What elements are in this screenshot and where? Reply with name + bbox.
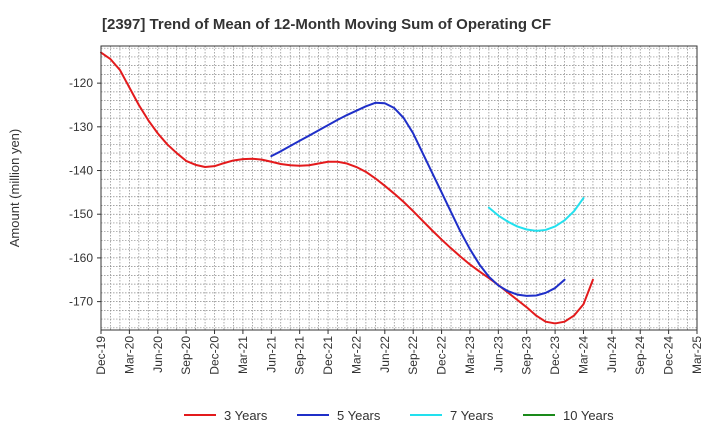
chart-title: [2397] Trend of Mean of 12-Month Moving … bbox=[102, 16, 551, 33]
x-tick-label: Mar-20 bbox=[122, 336, 136, 374]
plot-frame bbox=[100, 45, 698, 331]
legend: 3 Years 5 Years 7 Years 10 Years bbox=[184, 408, 614, 423]
x-tick-label: Sep-21 bbox=[293, 336, 307, 375]
series-line-5-years bbox=[270, 101, 566, 297]
y-tick-label: -160 bbox=[69, 251, 93, 265]
legend-label: 7 Years bbox=[450, 408, 494, 423]
x-tick-label: Mar-25 bbox=[690, 336, 704, 374]
x-tick-label: Jun-24 bbox=[605, 336, 619, 373]
x-tick-label: Dec-23 bbox=[548, 336, 562, 375]
x-tick-label: Mar-21 bbox=[236, 336, 250, 374]
x-tick-label: Mar-24 bbox=[576, 336, 590, 374]
x-tick-label: Dec-20 bbox=[208, 336, 222, 375]
x-tick-label: Jun-20 bbox=[151, 336, 165, 373]
x-tick-label: Dec-19 bbox=[94, 336, 108, 375]
grid bbox=[100, 46, 698, 330]
x-tick-label: Dec-24 bbox=[662, 336, 676, 375]
x-tick-label: Mar-23 bbox=[463, 336, 477, 374]
y-tick-label: -150 bbox=[69, 207, 93, 221]
legend-label: 3 Years bbox=[224, 408, 268, 423]
x-tick-label: Jun-21 bbox=[264, 336, 278, 373]
y-tick-label: -170 bbox=[69, 295, 93, 309]
axes bbox=[100, 45, 698, 331]
x-tick-label: Dec-21 bbox=[321, 336, 335, 375]
series-layer bbox=[100, 51, 594, 325]
y-tick-label: -120 bbox=[69, 76, 93, 90]
legend-label: 10 Years bbox=[563, 408, 614, 423]
series-line-3-years bbox=[100, 51, 594, 325]
x-tick-label: Jun-23 bbox=[491, 336, 505, 373]
y-tick-label: -130 bbox=[69, 120, 93, 134]
x-tick-label: Jun-22 bbox=[378, 336, 392, 373]
series-line-7-years bbox=[487, 197, 585, 232]
x-tick-label: Mar-22 bbox=[349, 336, 363, 374]
x-tick-label: Sep-20 bbox=[179, 336, 193, 375]
y-ticks: -120 -130 -140 -150 -160 -170 bbox=[69, 76, 101, 309]
x-tick-label: Dec-22 bbox=[435, 336, 449, 375]
y-axis-label: Amount (million yen) bbox=[7, 129, 22, 248]
x-tick-label: Sep-22 bbox=[406, 336, 420, 375]
x-tick-label: Sep-24 bbox=[633, 336, 647, 375]
x-ticks: Dec-19 Mar-20 Jun-20 Sep-20 Dec-20 Mar-21 Jun-… bbox=[94, 330, 704, 375]
x-tick-label: Sep-23 bbox=[520, 336, 534, 375]
y-tick-label: -140 bbox=[69, 164, 93, 178]
legend-label: 5 Years bbox=[337, 408, 381, 423]
